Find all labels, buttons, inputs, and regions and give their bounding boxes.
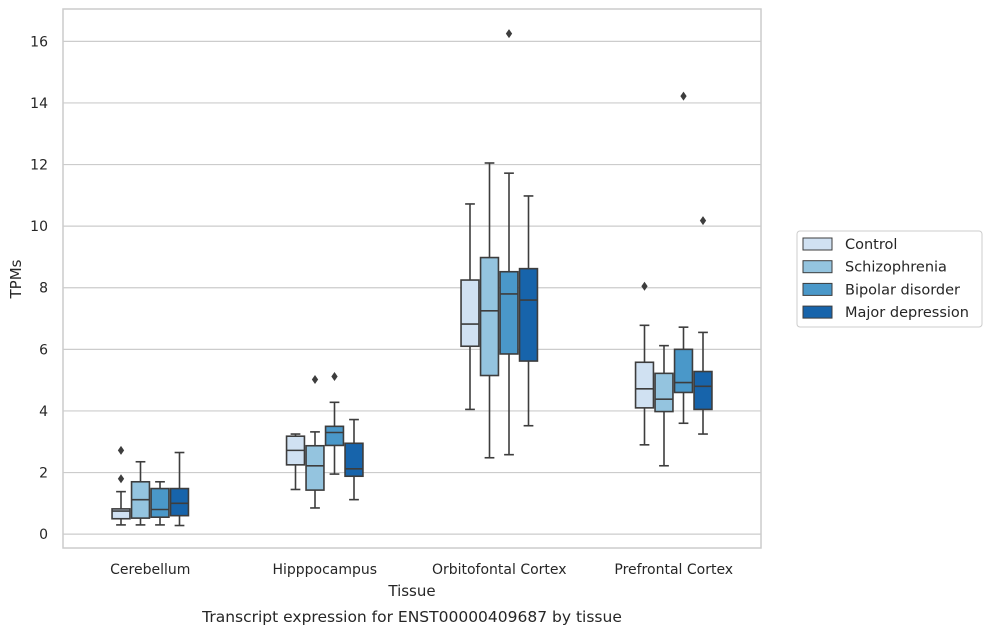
legend-label: Major depression [845,305,969,321]
box-0-1 [130,460,151,526]
box-body [324,425,345,447]
box-body [634,361,655,409]
outlier-point [311,375,319,385]
outlier-point [680,91,687,101]
box-body [654,372,674,413]
box-2-2 [499,29,519,456]
box-body [479,256,500,377]
box-body [518,267,539,362]
box-1-1 [305,375,325,509]
box-body [673,348,694,394]
outlier-point [699,216,707,226]
box-0-0 [111,445,131,526]
y-tick-labels: 0 2 4 6 8 10 12 14 16 [30,34,48,543]
legend-swatch [802,305,833,319]
legend-label: Control [845,237,897,253]
y-tick-label: 0 [39,527,48,543]
x-tick-label: Hipppocampus [272,562,377,578]
legend-label: Bipolar disorder [845,282,960,298]
box-0-3 [169,451,190,527]
box-body [693,370,713,411]
y-tick-label: 14 [30,96,48,112]
outlier-point [641,281,648,291]
legend-swatch [802,237,833,251]
y-axis-label: TPMs [7,259,25,299]
box-3-3 [693,216,713,435]
y-tick-label: 12 [30,158,48,174]
legend-swatch [802,282,833,296]
y-tick-label: 8 [39,281,48,297]
y-tick-label: 4 [39,404,48,420]
x-tick-label: Cerebellum [110,562,190,578]
box-2-0 [460,203,480,411]
box-1-2 [324,371,345,475]
box-body [499,270,519,355]
outlier-point [505,29,513,39]
box-2-3 [518,195,539,427]
grid-lines [63,40,761,535]
box-body [460,279,480,348]
box-3-1 [654,344,674,467]
y-tick-label: 10 [30,219,48,235]
x-axis-label: Tissue [387,582,435,600]
chart-title: Transcript expression for ENST0000040968… [201,608,622,626]
boxes [111,29,713,527]
outlier-point [117,474,125,484]
box-body [111,508,131,520]
box-1-0 [285,433,306,491]
y-tick-label: 16 [30,34,48,50]
x-tick-labels: Cerebellum Hipppocampus Orbitofontal Corte… [110,562,733,578]
box-0-2 [150,480,170,526]
legend-label: Schizophrenia [845,260,947,276]
box-1-3 [344,418,364,501]
box-body [305,444,325,491]
box-body [344,442,364,478]
legend-swatch [802,260,833,274]
legend-frame [796,230,983,328]
y-tick-label: 2 [39,466,48,482]
box-3-2 [673,91,694,425]
plot-frame [62,8,762,549]
box-3-0 [634,281,655,446]
y-tick-label: 6 [39,342,48,358]
x-tick-label: Orbitofontal Cortex [432,562,567,578]
x-tick-label: Prefrontal Cortex [614,562,733,578]
box-body [150,487,170,518]
legend: Control Schizophrenia Bipolar disorder Majo… [796,230,983,328]
box-2-1 [479,162,500,459]
outlier-point [117,445,125,455]
box-body [169,487,190,517]
outlier-point [331,371,338,381]
